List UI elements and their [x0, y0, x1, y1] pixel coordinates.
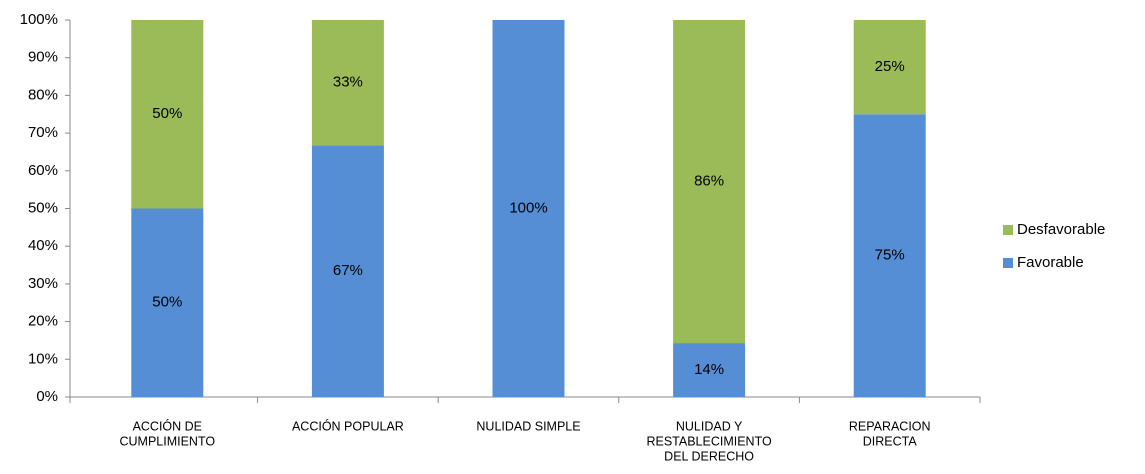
- y-tick-label: 30%: [28, 275, 58, 292]
- x-tick-label: ACCIÓN POPULAR: [292, 418, 404, 433]
- data-label: 86%: [694, 173, 724, 190]
- legend-label: Favorable: [1017, 254, 1084, 271]
- y-tick-label: 0%: [36, 388, 58, 405]
- x-tick-label: NULIDAD Y: [676, 419, 743, 433]
- bar-segment: [311, 20, 384, 146]
- x-tick-label: NULIDAD SIMPLE: [476, 419, 580, 433]
- bar-segment: [131, 20, 204, 209]
- x-tick-label: RESTABLECIMIENTO: [646, 434, 772, 448]
- bar-segment: [673, 20, 746, 344]
- y-tick-label: 20%: [28, 313, 58, 330]
- data-label: 25%: [875, 58, 905, 75]
- y-tick-label: 100%: [20, 11, 58, 28]
- legend-swatch: [1003, 225, 1013, 235]
- y-tick-label: 50%: [28, 199, 58, 216]
- x-tick-label: REPARACION: [849, 419, 931, 433]
- legend-label: Desfavorable: [1017, 221, 1105, 238]
- y-tick-label: 80%: [28, 86, 58, 103]
- bar-segment: [131, 208, 204, 397]
- y-tick-label: 60%: [28, 162, 58, 179]
- bar-segment: [853, 114, 926, 397]
- y-tick-label: 90%: [28, 49, 58, 66]
- data-label: 50%: [152, 294, 182, 311]
- data-label: 100%: [509, 199, 547, 216]
- bar-segment: [311, 145, 384, 397]
- data-label: 33%: [333, 74, 363, 91]
- data-label: 75%: [875, 247, 905, 264]
- legend-swatch: [1003, 258, 1013, 268]
- bar-segment: [492, 20, 565, 397]
- x-tick-label: CUMPLIMIENTO: [119, 434, 215, 448]
- data-label: 14%: [694, 361, 724, 378]
- x-tick-label: ACCIÓN DE: [133, 418, 202, 433]
- bar-segment: [853, 20, 926, 115]
- x-tick-label: DIRECTA: [863, 434, 918, 448]
- data-label: 50%: [152, 105, 182, 122]
- y-tick-label: 70%: [28, 124, 58, 141]
- y-tick-label: 10%: [28, 350, 58, 367]
- bar-segment: [673, 343, 746, 397]
- y-tick-label: 40%: [28, 237, 58, 254]
- data-label: 67%: [333, 262, 363, 279]
- x-tick-label: DEL DERECHO: [664, 449, 754, 463]
